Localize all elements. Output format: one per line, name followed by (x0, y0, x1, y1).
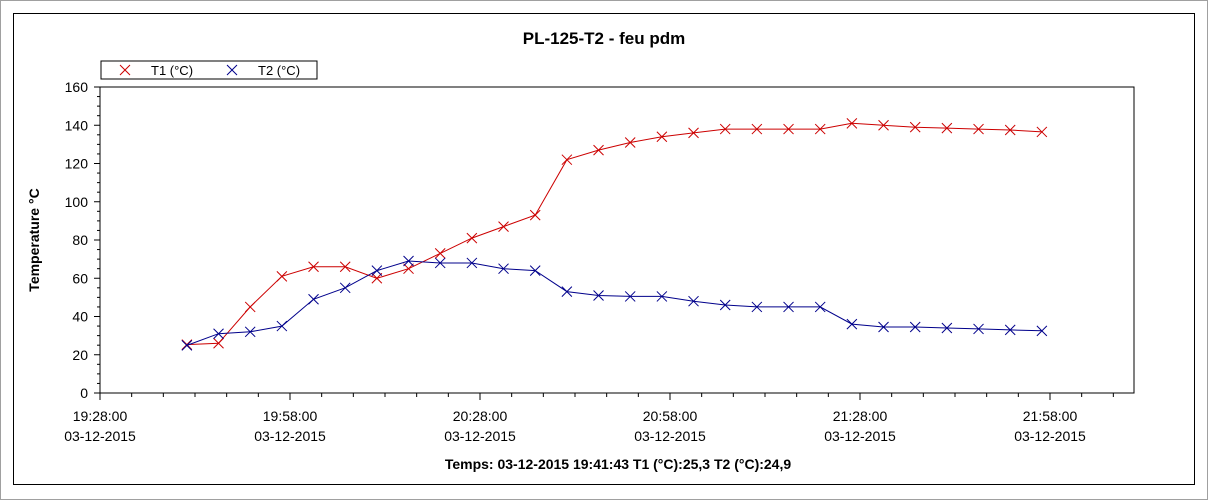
series-1 (181, 117, 1048, 350)
data-point[interactable] (846, 117, 858, 129)
data-point[interactable] (434, 248, 446, 259)
data-point[interactable] (656, 131, 668, 143)
x-tick-date: 03-12-2015 (254, 428, 326, 444)
x-tick-time: 19:58:00 (263, 408, 318, 424)
data-point[interactable] (719, 299, 731, 311)
data-point[interactable] (878, 321, 889, 333)
data-point[interactable] (308, 261, 319, 273)
data-point[interactable] (276, 270, 288, 282)
data-point[interactable] (783, 301, 794, 313)
cursor-readout: Temps: 03-12-2015 19:41:43 T1 (°C):25,3 … (445, 456, 792, 472)
legend-marker (119, 64, 131, 76)
legend-label: T2 (°C) (258, 63, 300, 78)
legend-label: T1 (°C) (151, 63, 193, 78)
data-point[interactable] (719, 123, 731, 135)
y-tick-label: 80 (72, 232, 88, 248)
x-tick-time: 19:28:00 (73, 408, 128, 424)
data-point[interactable] (814, 301, 826, 313)
data-point[interactable] (339, 282, 351, 294)
chart-title: PL-125-T2 - feu pdm (523, 29, 685, 48)
y-axis-label: Temperature °C (26, 188, 42, 291)
data-point[interactable] (909, 321, 921, 333)
data-point[interactable] (213, 337, 224, 349)
legend: T1 (°C) T2 (°C) (100, 60, 318, 80)
y-axis: 0 20 40 60 80 100 120 140 160 (65, 79, 100, 401)
x-tick-date: 03-12-2015 (634, 428, 706, 444)
data-point[interactable] (624, 137, 636, 148)
data-point[interactable] (783, 123, 794, 135)
x-tick-date: 03-12-2015 (444, 428, 516, 444)
y-tick-label: 20 (72, 347, 88, 363)
data-point[interactable] (244, 326, 256, 338)
data-point[interactable] (498, 263, 509, 275)
data-point[interactable] (593, 144, 604, 156)
data-point[interactable] (624, 291, 636, 302)
data-point[interactable] (593, 290, 604, 301)
x-tick-time: 21:58:00 (1023, 408, 1078, 424)
data-point[interactable] (403, 255, 414, 267)
x-tick-time: 21:28:00 (833, 408, 888, 424)
series-layer (181, 117, 1048, 351)
data-point[interactable] (181, 340, 193, 351)
x-tick-time: 20:58:00 (643, 408, 698, 424)
series-line (186, 260, 1042, 346)
data-point[interactable] (941, 322, 953, 334)
data-point[interactable] (371, 272, 383, 284)
data-point[interactable] (561, 154, 573, 166)
data-point[interactable] (466, 232, 478, 244)
y-tick-label: 100 (65, 194, 89, 210)
y-tick-label: 40 (72, 309, 88, 325)
y-tick-label: 160 (65, 79, 89, 95)
data-point[interactable] (371, 265, 383, 276)
data-point[interactable] (656, 291, 668, 302)
data-point[interactable] (1004, 324, 1016, 336)
data-point[interactable] (529, 265, 541, 276)
data-point[interactable] (561, 286, 573, 297)
data-point[interactable] (244, 301, 256, 313)
y-tick-label: 0 (80, 385, 88, 401)
data-point[interactable] (276, 320, 288, 332)
data-point[interactable] (814, 123, 826, 135)
x-axis: 19:28:00 03-12-2015 19:58:00 03-12-2015 20:2… (64, 393, 1114, 444)
legend-box (100, 60, 318, 80)
data-point[interactable] (339, 261, 351, 273)
data-point[interactable] (498, 221, 509, 232)
data-point[interactable] (1036, 126, 1048, 138)
series-line (186, 122, 1042, 346)
x-tick-date: 03-12-2015 (1014, 428, 1086, 444)
data-point[interactable] (181, 339, 193, 350)
data-point[interactable] (529, 209, 541, 221)
data-point[interactable] (909, 121, 921, 133)
data-point[interactable] (751, 123, 763, 135)
data-point[interactable] (308, 293, 319, 305)
data-point[interactable] (751, 301, 763, 313)
legend-marker (226, 64, 238, 76)
data-point[interactable] (941, 122, 953, 134)
data-point[interactable] (434, 257, 446, 269)
data-point[interactable] (1036, 325, 1048, 337)
x-tick-date: 03-12-2015 (824, 428, 896, 444)
data-point[interactable] (688, 127, 699, 139)
x-tick-time: 20:28:00 (453, 408, 508, 424)
data-point[interactable] (878, 119, 889, 131)
plot-area[interactable] (99, 86, 1135, 394)
series-2 (181, 255, 1048, 351)
data-point[interactable] (1004, 124, 1016, 136)
y-tick-label: 140 (65, 117, 89, 133)
chart-panel (13, 13, 1195, 485)
data-point[interactable] (466, 257, 478, 269)
x-tick-date: 03-12-2015 (64, 428, 136, 444)
y-tick-label: 60 (72, 270, 88, 286)
data-point[interactable] (973, 123, 984, 135)
y-tick-label: 120 (65, 156, 89, 172)
data-point[interactable] (403, 263, 414, 275)
data-point[interactable] (846, 318, 858, 330)
data-point[interactable] (688, 295, 699, 307)
data-point[interactable] (973, 323, 984, 335)
data-point[interactable] (213, 328, 224, 340)
